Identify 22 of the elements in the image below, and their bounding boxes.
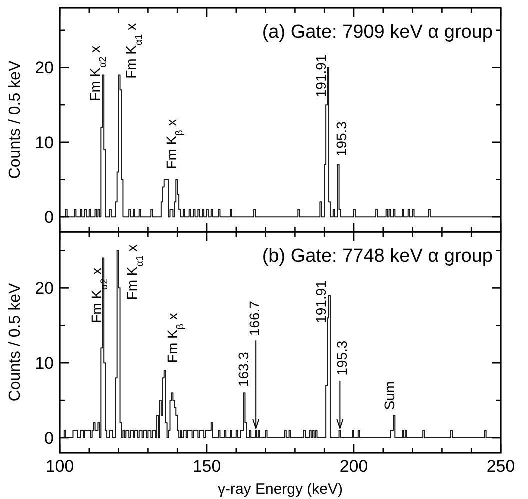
y-tick-label: 20 xyxy=(35,58,54,78)
y-tick-label: 0 xyxy=(44,429,54,448)
annotation: 166.7 xyxy=(246,300,262,336)
annotation: 191.91 xyxy=(312,280,329,324)
y-tick-label: 10 xyxy=(35,133,54,152)
y-tick-label: 0 xyxy=(44,208,54,228)
x-tick-label: 200 xyxy=(340,457,368,476)
annotation: 163.3 xyxy=(236,352,252,388)
y-tick-label: 20 xyxy=(35,279,54,298)
annotation: 195.3 xyxy=(334,340,350,376)
x-tick-label: 250 xyxy=(486,457,516,476)
text: (a) Gate: 7909 keV α group xyxy=(262,22,493,43)
annotation: Sum xyxy=(381,382,398,410)
x-tick-label: 100 xyxy=(46,457,74,476)
y-tick-label: 10 xyxy=(35,354,54,374)
annotation: 191.91 xyxy=(312,54,329,98)
y-axis-title: Counts / 0.5 keV xyxy=(7,60,24,180)
y-axis-title: Counts / 0.5 keV xyxy=(7,283,24,402)
annotation: 195.3 xyxy=(333,121,350,157)
x-tick-label: 150 xyxy=(192,457,222,476)
x-axis-title: γ-ray Energy (keV) xyxy=(218,481,344,498)
text: (b) Gate: 7748 keV α group xyxy=(262,246,493,267)
